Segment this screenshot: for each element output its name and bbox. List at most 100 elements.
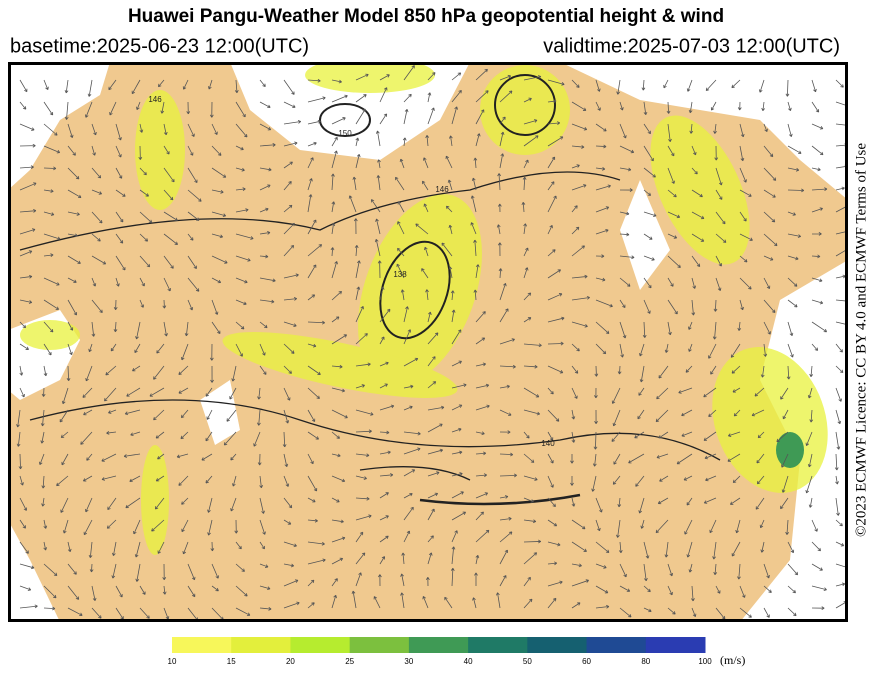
wind-arrow — [618, 541, 623, 554]
wind-arrow — [787, 563, 799, 576]
wind-arrow — [379, 336, 385, 345]
wind-arrow — [307, 497, 316, 503]
colorbar-segment — [349, 637, 410, 653]
wind-arrow — [235, 585, 248, 597]
wind-arrow — [331, 334, 348, 345]
wind-arrow — [427, 405, 445, 411]
wind-arrow — [523, 475, 538, 481]
wind-arrow — [835, 299, 848, 302]
wind-arrow — [64, 79, 69, 94]
wind-arrow — [475, 511, 484, 521]
wind-arrow — [787, 541, 795, 554]
wind-arrow — [422, 180, 429, 191]
wind-arrow — [379, 74, 390, 81]
wind-arrow — [19, 299, 33, 304]
wind-arrow — [18, 453, 23, 470]
wind-arrow — [423, 203, 429, 213]
wind-arrow — [751, 409, 765, 417]
wind-arrow — [201, 453, 213, 461]
colorbar-tick-label: 60 — [582, 657, 591, 666]
wind-arrow — [637, 409, 645, 420]
wind-arrow — [427, 332, 439, 345]
wind-arrow — [211, 563, 219, 579]
wind-arrow — [811, 145, 824, 156]
wind-arrow — [475, 337, 486, 345]
wind-arrow — [570, 453, 574, 464]
wind-arrow — [595, 541, 610, 553]
wind-arrow — [835, 563, 848, 569]
wind-arrow — [811, 167, 821, 172]
wind-arrow — [180, 431, 189, 440]
wind-arrow — [283, 119, 302, 125]
wind-arrow — [139, 277, 145, 287]
colorbar-segment — [290, 637, 351, 653]
wind-arrow — [282, 431, 287, 448]
wind-arrow — [235, 255, 251, 262]
wind-arrow — [374, 238, 381, 257]
wind-arrow — [379, 556, 385, 565]
wind-arrow — [331, 453, 341, 458]
wind-arrow — [451, 89, 462, 103]
colorbar-segment — [645, 637, 706, 653]
wind-arrow — [107, 497, 117, 511]
wind-arrow — [403, 405, 413, 411]
wind-arrow — [19, 250, 33, 257]
wind-arrow — [787, 233, 802, 238]
wind-arrow — [499, 549, 509, 565]
wind-arrow — [19, 541, 29, 554]
wind-arrow — [307, 431, 319, 440]
wind-arrow — [211, 233, 224, 239]
wind-arrow — [635, 475, 645, 487]
wind-arrow — [91, 189, 103, 195]
wind-arrow — [595, 254, 605, 259]
wind-arrow — [401, 552, 406, 565]
wind-arrow — [307, 409, 316, 423]
wind-arrow — [499, 131, 505, 147]
wind-arrow — [379, 492, 389, 499]
wind-arrow — [811, 123, 824, 130]
sea — [560, 62, 848, 200]
wind-arrow — [307, 294, 316, 301]
wind-arrow — [763, 123, 768, 132]
wind-arrow — [739, 607, 752, 618]
wind-arrow — [763, 563, 770, 579]
wind-arrow — [523, 598, 533, 609]
wind-arrow — [427, 107, 435, 125]
wind-arrow — [355, 137, 360, 147]
wind-arrow — [475, 473, 488, 478]
wind-arrow — [472, 597, 477, 609]
wind-arrow — [373, 596, 381, 609]
wind-arrow — [64, 101, 69, 120]
wind-arrow — [499, 90, 513, 103]
wind-arrow — [348, 195, 357, 213]
wind-arrow — [760, 365, 765, 378]
colorbar-tick-label: 80 — [641, 657, 650, 666]
wind-arrow — [787, 299, 798, 308]
colorbar-segment — [586, 637, 647, 653]
wind-arrow — [123, 453, 141, 458]
wind-arrow — [763, 167, 777, 181]
wind-arrow — [355, 73, 369, 81]
wind-arrow — [571, 123, 588, 131]
wind-arrow — [634, 431, 645, 439]
wind-arrow — [688, 343, 693, 352]
wind-arrow — [259, 230, 271, 235]
wind-arrow — [571, 579, 589, 587]
wind-arrow — [731, 541, 741, 557]
wind-arrow — [163, 189, 174, 201]
wind-arrow — [67, 255, 81, 264]
wind-arrow — [283, 579, 299, 587]
wind-arrow — [115, 607, 124, 620]
wind-arrow — [547, 580, 563, 587]
wind-arrow — [787, 167, 800, 172]
wind-arrow — [354, 245, 359, 257]
wind-arrow — [499, 116, 506, 125]
wind-arrow — [19, 519, 26, 529]
wind-arrow — [445, 205, 453, 213]
wind-arrow — [355, 306, 364, 323]
wind-arrow — [163, 255, 174, 269]
wind-arrow — [210, 365, 214, 383]
wind-arrow — [667, 233, 678, 239]
wind-arrows — [16, 65, 848, 621]
wind-arrow — [355, 552, 366, 565]
